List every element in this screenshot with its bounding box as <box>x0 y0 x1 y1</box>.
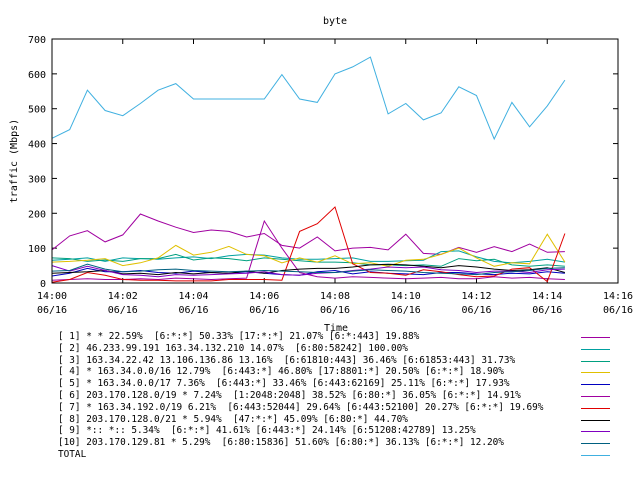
y-tick-label: 300 <box>28 174 46 185</box>
x-tick-date: 06/16 <box>37 305 67 316</box>
x-tick-date: 06/16 <box>108 305 138 316</box>
legend-entry: [ 9] *:: *:: 5.34% [6:*:*] 41.61% [6:443… <box>58 425 638 437</box>
x-tick-time: 14:04 <box>178 291 208 302</box>
series-line-9 <box>51 265 565 278</box>
series-line-7 <box>51 206 566 283</box>
legend-label: [ 5] * 163.34.0.0/17 7.36% [6:443:*] 33.… <box>58 378 510 390</box>
legend-label: [10] 203.170.129.81 * 5.29% [6:80:15836]… <box>58 437 504 449</box>
legend-label: [ 7] * 163.34.192.0/19 6.21% [6:443:5204… <box>58 401 544 413</box>
plot-frame <box>51 38 619 284</box>
legend-entry: [ 7] * 163.34.192.0/19 6.21% [6:443:5204… <box>58 402 638 414</box>
x-tick-time: 14:06 <box>249 291 279 302</box>
y-tick-label: 500 <box>28 105 46 116</box>
legend-entry: [ 6] 203.170.128.0/19 * 7.24% [1:2048:20… <box>58 390 638 402</box>
x-tick-date: 06/16 <box>178 305 208 316</box>
x-axis-ticks: 14:00 06/16 14:02 06/16 14:04 06/16 14:06 06/16… <box>37 39 633 316</box>
legend-entry: [ 5] * 163.34.0.0/17 7.36% [6:443:*] 33.… <box>58 378 638 390</box>
legend-entry: [ 1] * * 22.59% [6:*:*] 50.33% [17:*:*] … <box>58 331 638 343</box>
x-tick-time: 14:10 <box>391 291 421 302</box>
legend-entry: [ 4] * 163.34.0.0/16 12.79% [6:443:*] 46… <box>58 366 638 378</box>
x-tick-date: 06/16 <box>532 305 562 316</box>
legend-swatch <box>581 384 610 386</box>
legend-swatch <box>581 443 610 445</box>
y-tick-label: 0 <box>40 279 46 290</box>
y-axis-ticks: 0 100 200 300 400 500 600 700 <box>28 35 618 290</box>
x-tick-date: 06/16 <box>461 305 491 316</box>
y-tick-label: 200 <box>28 209 46 220</box>
series-line-1 <box>51 213 565 255</box>
x-tick-date: 06/16 <box>603 305 633 316</box>
series-line-11 <box>51 56 566 141</box>
x-tick-time: 14:08 <box>320 291 350 302</box>
x-tick-time: 14:16 <box>603 291 633 302</box>
legend-entry: [ 2] 46.233.99.191 163.34.132.210 14.07%… <box>58 343 638 355</box>
legend-label: [ 4] * 163.34.0.0/16 12.79% [6:443:*] 46… <box>58 366 504 378</box>
x-tick-time: 14:14 <box>532 291 562 302</box>
legend-label: [ 6] 203.170.128.0/19 * 7.24% [1:2048:20… <box>58 389 521 401</box>
series-lines <box>51 56 566 283</box>
series-line-8 <box>51 263 566 276</box>
x-tick-date: 06/16 <box>320 305 350 316</box>
x-tick-time: 14:00 <box>37 291 67 302</box>
series-line-10 <box>51 263 565 276</box>
legend-swatch <box>581 454 610 456</box>
legend-swatch <box>581 337 610 338</box>
legend-label: TOTAL <box>58 448 87 460</box>
legend-label: [ 9] *:: *:: 5.34% [6:*:*] 41.61% [6:443… <box>58 425 476 437</box>
x-axis-label: Time <box>324 323 348 334</box>
chart-title: byte <box>323 16 347 27</box>
x-tick-time: 14:02 <box>108 291 138 302</box>
legend-swatch <box>581 395 610 397</box>
legend-label: [ 3] 163.34.22.42 13.106.136.86 13.16% [… <box>58 354 516 366</box>
legend-swatch <box>581 431 610 433</box>
series-line-2 <box>51 250 565 264</box>
legend-entry: [10] 203.170.129.81 * 5.29% [6:80:15836]… <box>58 437 638 449</box>
y-tick-label: 600 <box>28 70 46 81</box>
legend-swatch <box>581 419 610 421</box>
legend-swatch <box>581 360 610 362</box>
x-tick-date: 06/16 <box>391 305 421 316</box>
legend-label: [ 2] 46.233.99.191 163.34.132.210 14.07%… <box>58 342 408 354</box>
x-tick-time: 14:12 <box>461 291 491 302</box>
legend-swatch <box>581 407 610 409</box>
y-tick-label: 700 <box>28 35 46 46</box>
y-axis-label: traffic (Mbps) <box>9 119 20 203</box>
y-tick-label: 400 <box>28 140 46 151</box>
series-line-3 <box>51 253 565 267</box>
legend-label: [ 1] * * 22.59% [6:*:*] 50.33% [17:*:*] … <box>58 331 420 342</box>
legend-entry: [ 8] 203.170.128.0/21 * 5.94% [47:*:*] 4… <box>58 414 638 426</box>
x-tick-date: 06/16 <box>249 305 279 316</box>
legend: [ 1] * * 22.59% [6:*:*] 50.33% [17:*:*] … <box>58 331 638 461</box>
series-line-4 <box>51 233 566 267</box>
legend-label: [ 8] 203.170.128.0/21 * 5.94% [47:*:*] 4… <box>58 413 408 425</box>
y-tick-label: 100 <box>28 244 46 255</box>
legend-entry: TOTAL <box>58 449 638 461</box>
legend-entry: [ 3] 163.34.22.42 13.106.136.86 13.16% [… <box>58 355 638 367</box>
legend-swatch <box>581 372 610 374</box>
legend-swatch <box>581 348 610 350</box>
